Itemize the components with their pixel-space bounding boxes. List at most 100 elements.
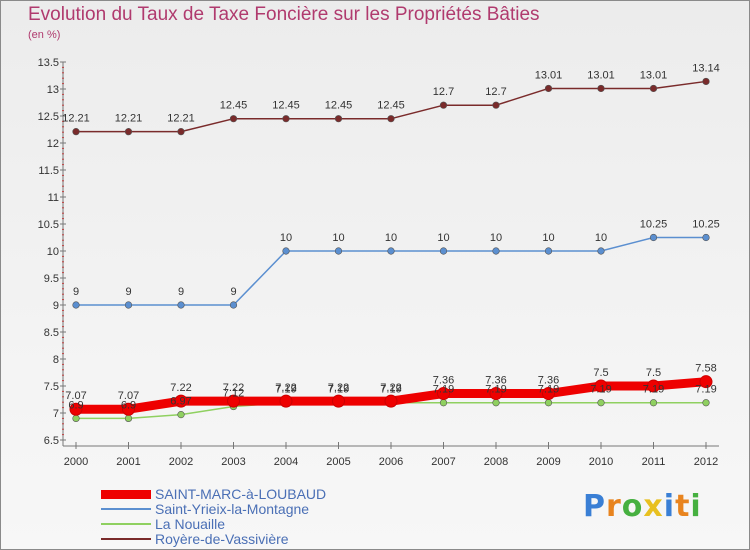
proxiti-logo: Proxiti <box>583 489 702 524</box>
data-label: 13.14 <box>692 62 720 74</box>
data-point <box>702 77 710 86</box>
data-label: 7.22 <box>223 382 244 394</box>
data-point <box>542 387 555 401</box>
data-point <box>597 84 605 93</box>
data-label: 10 <box>385 232 397 244</box>
data-label: 7.36 <box>538 375 559 387</box>
chart-axes: 6.577.588.599.51010.51111.51212.51313.52… <box>38 57 719 468</box>
data-label: 6.9 <box>121 399 136 411</box>
legend-swatch <box>101 508 151 510</box>
data-label: 12.21 <box>115 113 143 125</box>
data-labels-layer: 12.21 12.21 12.21 12.45 12.45 12.45 12.45 12.7 1… <box>62 62 720 411</box>
data-label: 12.21 <box>62 113 90 125</box>
data-label: 10.25 <box>692 219 720 231</box>
data-label: 7.22 <box>170 382 191 394</box>
data-label: 7.19 <box>695 384 716 396</box>
y-tick-label: 8.5 <box>44 327 59 339</box>
data-label: 10 <box>437 232 449 244</box>
data-label: 7.36 <box>433 375 454 387</box>
data-label: 7.12 <box>223 388 244 400</box>
data-point <box>597 247 605 255</box>
data-point <box>702 399 710 407</box>
data-label: 12.7 <box>433 86 454 98</box>
data-label: 13.01 <box>587 69 615 81</box>
data-point <box>177 301 185 309</box>
data-label: 6.9 <box>68 399 83 411</box>
legend-label: Royère-de-Vassivière <box>155 531 289 547</box>
data-label: 7.07 <box>65 390 86 402</box>
data-point <box>387 247 395 255</box>
data-point <box>282 115 290 123</box>
x-tick-label: 2006 <box>379 456 403 468</box>
data-point <box>649 233 658 242</box>
x-tick-label: 2004 <box>274 456 298 468</box>
data-point <box>439 247 448 255</box>
data-label: 7.36 <box>485 375 506 387</box>
data-label: 10 <box>542 232 554 244</box>
data-point <box>544 399 553 407</box>
data-point <box>227 394 240 408</box>
data-point <box>597 399 605 407</box>
data-point <box>702 233 710 242</box>
data-label: 13.01 <box>640 69 668 81</box>
data-label: 10 <box>332 232 344 244</box>
y-tick-label: 13.5 <box>38 57 59 69</box>
data-point <box>174 394 188 408</box>
data-point <box>332 394 345 408</box>
data-point <box>72 128 80 136</box>
data-label: 10 <box>490 232 502 244</box>
data-label: 7.5 <box>646 367 661 379</box>
x-tick-label: 2010 <box>589 456 613 468</box>
data-label: 12.45 <box>325 100 353 112</box>
data-point <box>384 394 398 408</box>
data-label: 9 <box>73 286 79 298</box>
data-label: 12.21 <box>167 113 195 125</box>
y-tick-label: 13 <box>47 84 59 96</box>
data-point <box>229 115 238 123</box>
data-label: 7.19 <box>538 384 559 396</box>
data-point <box>122 402 135 416</box>
logo-letter: o <box>621 489 644 524</box>
x-tick-label: 2002 <box>169 456 193 468</box>
data-point <box>544 247 553 255</box>
data-point <box>282 247 290 255</box>
y-tick-label: 11 <box>48 192 59 204</box>
data-point <box>544 84 553 93</box>
data-label: 13.01 <box>535 69 563 81</box>
data-point <box>492 399 500 407</box>
chart-title: Evolution du Taux de Taxe Foncière sur l… <box>28 4 540 25</box>
data-point <box>439 399 448 407</box>
y-tick-label: 12 <box>47 138 59 150</box>
data-label: 12.7 <box>485 86 506 98</box>
data-label: 7.22 <box>328 382 349 394</box>
y-tick-label: 12.5 <box>38 111 59 123</box>
y-tick-label: 11.5 <box>38 165 59 177</box>
x-tick-label: 2005 <box>326 456 350 468</box>
data-label: 7.22 <box>275 382 296 394</box>
x-tick-label: 2007 <box>431 456 455 468</box>
legend-label: SAINT-MARC-à-LOUBAUD <box>155 486 327 502</box>
data-label: 7.19 <box>643 384 664 396</box>
data-label: 7.58 <box>695 363 716 375</box>
x-tick-label: 2000 <box>64 456 88 468</box>
data-point <box>124 128 133 136</box>
legend-swatch <box>101 523 151 525</box>
data-label: 7.19 <box>380 384 401 396</box>
legend-label: Saint-Yrieix-la-Montagne <box>155 501 310 517</box>
y-tick-label: 8 <box>53 354 59 366</box>
data-label: 7.19 <box>485 384 506 396</box>
x-tick-label: 2008 <box>484 456 508 468</box>
data-label: 7.22 <box>380 382 401 394</box>
data-point <box>649 84 658 93</box>
data-label: 7.07 <box>118 390 139 402</box>
x-tick-label: 2012 <box>694 456 718 468</box>
legend-swatch <box>101 538 151 540</box>
data-point <box>699 375 713 389</box>
series-layer <box>69 77 713 423</box>
data-point <box>334 247 343 255</box>
data-point <box>229 301 238 309</box>
data-point <box>124 414 133 423</box>
data-label: 10 <box>595 232 607 244</box>
x-tick-label: 2001 <box>116 456 140 468</box>
